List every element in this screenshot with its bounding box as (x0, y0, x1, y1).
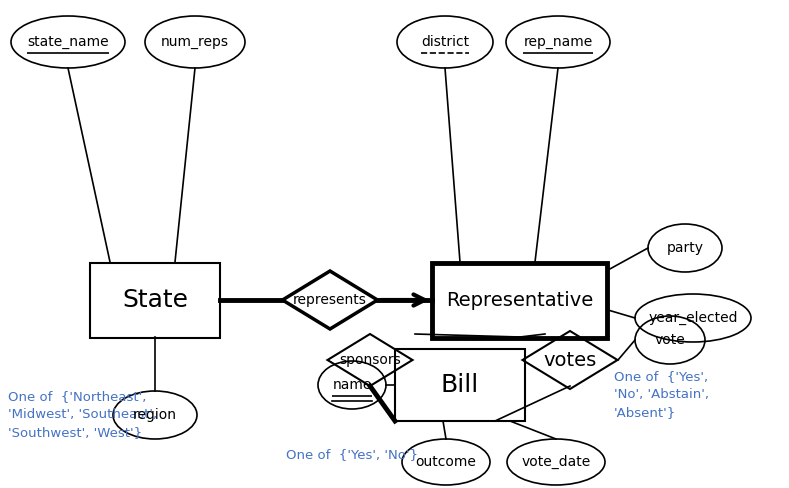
Text: outcome: outcome (416, 455, 477, 469)
Text: represents: represents (293, 293, 367, 307)
Bar (432, 263, 608, 338)
Text: vote_date: vote_date (522, 455, 591, 469)
Text: One of  {'Yes', 'No'}: One of {'Yes', 'No'} (286, 448, 418, 461)
Text: votes: votes (544, 350, 596, 369)
Bar (90, 263, 220, 338)
Text: rep_name: rep_name (523, 35, 593, 49)
Text: year_elected: year_elected (649, 311, 738, 325)
Text: sponsors: sponsors (339, 353, 401, 367)
Text: num_reps: num_reps (161, 35, 229, 49)
Text: party: party (667, 241, 704, 255)
Text: One of  {'Northeast',
'Midwest', 'Southeast',
'Southwest', 'West'}: One of {'Northeast', 'Midwest', 'Southea… (8, 390, 157, 439)
Text: region: region (133, 408, 177, 422)
Text: state_name: state_name (27, 35, 109, 49)
Text: name: name (332, 378, 372, 392)
Text: State: State (122, 288, 188, 312)
Bar (395, 349, 525, 421)
Text: Bill: Bill (441, 373, 479, 397)
Text: One of  {'Yes',
'No', 'Abstain',
'Absent'}: One of {'Yes', 'No', 'Abstain', 'Absent'… (614, 370, 709, 419)
Text: district: district (421, 35, 469, 49)
Text: vote: vote (655, 333, 686, 347)
Text: Representative: Representative (447, 290, 593, 309)
